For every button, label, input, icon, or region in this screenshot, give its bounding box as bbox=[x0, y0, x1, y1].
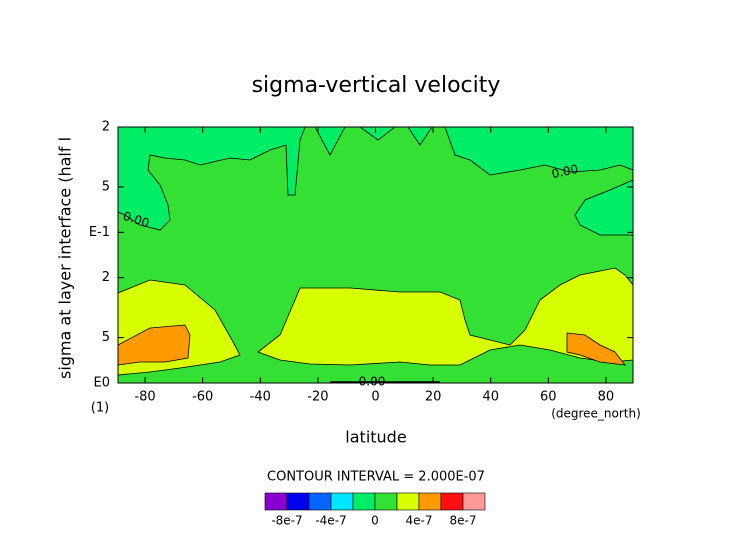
x-tick-label: -40 bbox=[250, 390, 271, 405]
y-tick-label: 2 bbox=[102, 270, 110, 285]
chart-title: sigma-vertical velocity bbox=[252, 73, 501, 98]
x-tick-label: 20 bbox=[425, 390, 442, 405]
colorbar-box bbox=[264, 492, 288, 511]
colorbar-box bbox=[286, 492, 310, 511]
x-tick-label: 0 bbox=[371, 390, 379, 405]
colorbar-box bbox=[352, 492, 376, 511]
contour-fill bbox=[117, 324, 191, 366]
y-tick-label: E-1 bbox=[89, 225, 110, 240]
y-tick-label: 5 bbox=[102, 330, 110, 345]
contour-fill bbox=[117, 126, 306, 231]
colorbar-label: 0 bbox=[371, 514, 379, 528]
contour-fill bbox=[566, 332, 626, 366]
colorbar-label: -8e-7 bbox=[271, 514, 302, 528]
contour-label: 0.00 bbox=[359, 375, 386, 389]
x-axis-label: latitude bbox=[345, 428, 406, 447]
y-tick-label: 2 bbox=[102, 120, 110, 135]
colorbar-box bbox=[308, 492, 332, 511]
x-tick-label: 60 bbox=[540, 390, 557, 405]
x-tick-label: -20 bbox=[307, 390, 328, 405]
x-tick-label: -60 bbox=[192, 390, 213, 405]
contour-interval: CONTOUR INTERVAL = 2.000E-07 bbox=[267, 470, 485, 485]
colorbar-label: -4e-7 bbox=[315, 514, 346, 528]
y-tick-label: E0 bbox=[94, 376, 111, 391]
y-tick-label: 5 bbox=[102, 179, 110, 194]
y-axis-unit: (1) bbox=[91, 401, 109, 416]
x-tick-label: -80 bbox=[134, 390, 155, 405]
x-tick-label: 80 bbox=[598, 390, 615, 405]
colorbar-box bbox=[462, 492, 486, 511]
contour-label: 0.00 bbox=[550, 162, 579, 181]
x-axis-unit: (degree_north) bbox=[551, 407, 641, 421]
y-axis-label: sigma at layer interface (half l bbox=[56, 137, 75, 379]
colorbar-box bbox=[374, 492, 398, 511]
colorbar-box bbox=[330, 492, 354, 511]
colorbar-label: 8e-7 bbox=[450, 514, 477, 528]
x-tick-label: 40 bbox=[482, 390, 499, 405]
colorbar-label: 4e-7 bbox=[406, 514, 433, 528]
contour-fill bbox=[574, 179, 634, 236]
contour-fill bbox=[257, 267, 634, 366]
colorbar-box bbox=[396, 492, 420, 511]
colorbar-box bbox=[440, 492, 464, 511]
colorbar-box bbox=[418, 492, 442, 511]
